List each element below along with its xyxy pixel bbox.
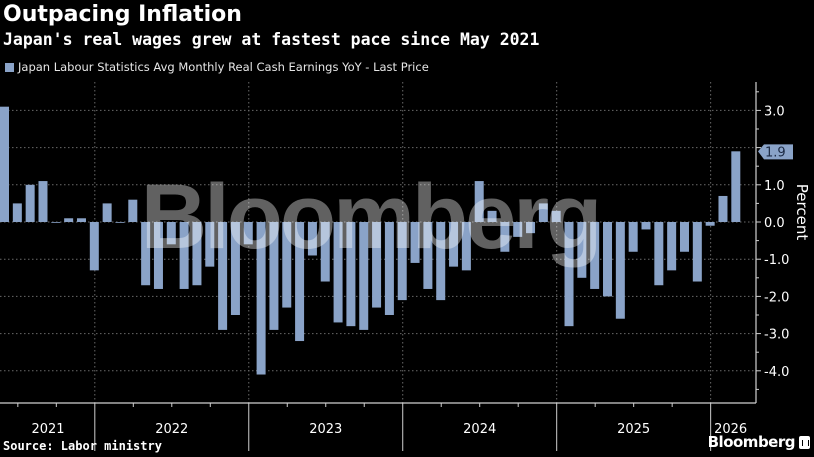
bar xyxy=(526,222,536,234)
bar xyxy=(641,222,651,230)
brand-name: Bloomberg xyxy=(707,433,796,451)
y-tick-label: 0.0 xyxy=(764,216,785,231)
x-tick-label: 2026 xyxy=(714,422,747,437)
x-tick-label: 2021 xyxy=(31,422,64,437)
bar xyxy=(577,222,587,278)
bar xyxy=(128,199,138,222)
bar xyxy=(38,181,48,222)
bar xyxy=(218,222,228,330)
bar xyxy=(307,222,317,256)
bar xyxy=(295,222,305,342)
bar xyxy=(256,222,266,375)
bar xyxy=(89,222,99,271)
bar xyxy=(12,203,22,222)
bar xyxy=(513,222,523,237)
bar xyxy=(538,203,548,222)
last-value-marker: 1.9 xyxy=(758,144,793,160)
bar xyxy=(436,222,446,301)
y-tick-label: -3.0 xyxy=(764,328,789,343)
bar xyxy=(628,222,638,252)
bar xyxy=(667,222,677,271)
bar xyxy=(141,222,151,286)
bar xyxy=(461,222,471,271)
bar xyxy=(115,222,125,223)
bar xyxy=(76,218,86,222)
brand: Bloomberg xyxy=(708,433,810,451)
bar xyxy=(359,222,369,330)
legend: Japan Labour Statistics Avg Monthly Real… xyxy=(5,60,429,74)
legend-swatch xyxy=(5,62,14,72)
bar xyxy=(64,218,74,222)
bar xyxy=(397,222,407,301)
bar xyxy=(243,222,253,245)
bar xyxy=(718,195,728,222)
bar xyxy=(474,181,484,222)
bar xyxy=(25,184,35,222)
bar xyxy=(333,222,343,323)
bar xyxy=(179,222,189,289)
bar xyxy=(384,222,394,315)
y-tick-label: 3.0 xyxy=(764,104,785,119)
bar xyxy=(551,210,561,222)
bar xyxy=(269,222,279,330)
x-tick-label: 2024 xyxy=(463,422,496,437)
legend-label: Japan Labour Statistics Avg Monthly Real… xyxy=(18,60,429,74)
bar xyxy=(153,222,163,289)
bar xyxy=(564,222,574,327)
bar xyxy=(0,106,9,222)
bar xyxy=(449,222,459,267)
bar xyxy=(192,222,202,286)
y-tick-label: -2.0 xyxy=(764,290,789,305)
bar xyxy=(102,203,112,222)
bar xyxy=(282,222,292,308)
y-tick-labels: 3.0 1.0 0.0 -1.0 -2.0 -3.0 -4.0 xyxy=(764,104,789,379)
watermark: Bloomberg xyxy=(141,166,600,268)
chart-title: Outpacing Inflation xyxy=(3,2,242,27)
bar xyxy=(320,222,330,282)
bar xyxy=(487,210,497,222)
y-tick-label: -4.0 xyxy=(764,365,789,380)
bar xyxy=(731,151,741,222)
bar xyxy=(166,222,176,245)
bars xyxy=(0,106,741,375)
bar xyxy=(51,222,61,223)
bar xyxy=(230,222,240,315)
last-value-box xyxy=(758,144,793,160)
y-tick-label: -1.0 xyxy=(764,253,789,268)
axes xyxy=(0,82,761,451)
bar xyxy=(346,222,356,327)
bar xyxy=(410,222,420,263)
x-tick-label: 2025 xyxy=(617,422,650,437)
bar xyxy=(423,222,433,289)
y-tick-label: 1.0 xyxy=(764,179,785,194)
bar xyxy=(654,222,664,286)
source-note: Source: Labor ministry xyxy=(3,439,162,453)
bar xyxy=(590,222,600,289)
bar xyxy=(705,222,715,226)
bar xyxy=(500,222,510,252)
bar xyxy=(372,222,382,308)
bar xyxy=(692,222,702,282)
bar xyxy=(603,222,613,297)
last-value-label: 1.9 xyxy=(765,145,786,160)
x-tick-label: 2022 xyxy=(155,422,188,437)
x-tick-label: 2023 xyxy=(309,422,342,437)
bar xyxy=(205,222,215,267)
bar xyxy=(615,222,625,319)
bloomberg-logo-icon xyxy=(799,435,810,449)
chart-subtitle: Japan's real wages grew at fastest pace … xyxy=(3,30,540,49)
bar xyxy=(679,222,689,252)
y-axis-label: Percent xyxy=(793,184,811,241)
x-tick-labels: 2021 2022 2023 2024 2025 2026 xyxy=(31,422,747,437)
